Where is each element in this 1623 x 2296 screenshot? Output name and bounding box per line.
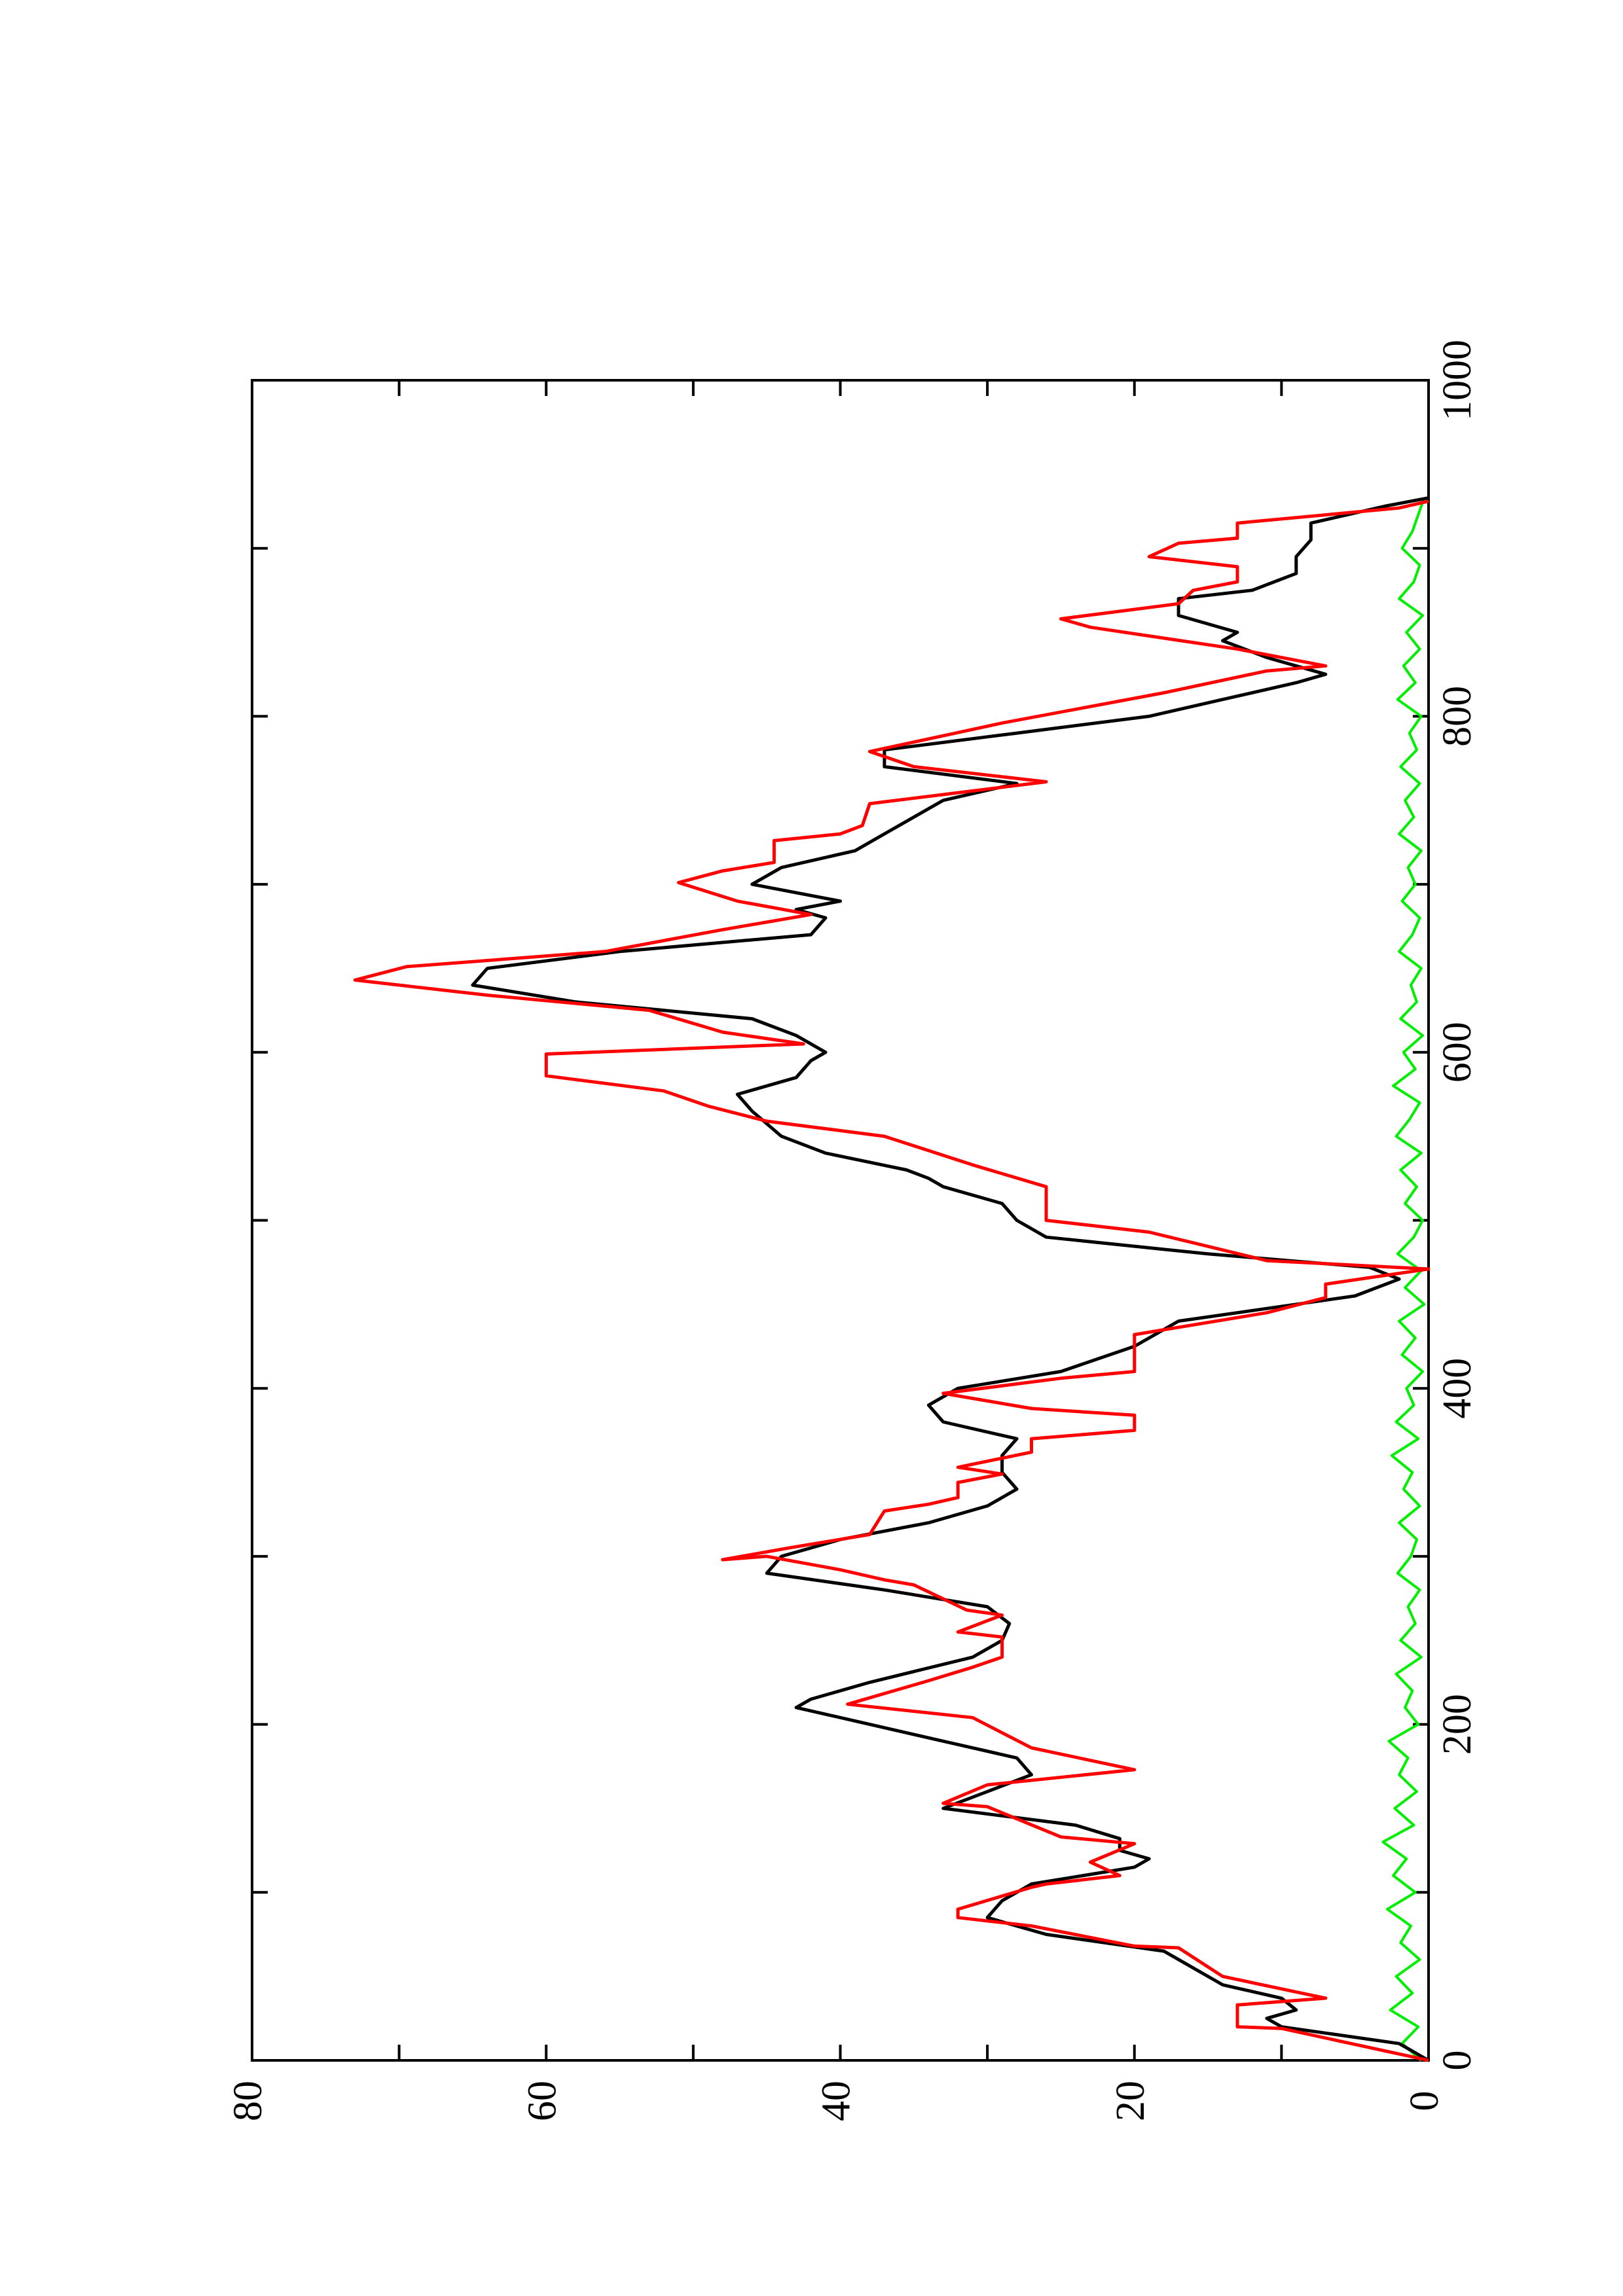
y-tick-label: 60	[520, 2081, 564, 2121]
y-tick-label: 20	[1108, 2081, 1153, 2121]
x-tick-label: 1000	[1435, 340, 1480, 421]
y-tick-label: 0	[1402, 2091, 1447, 2111]
plot-frame	[251, 379, 1430, 2062]
x-tick-label: 800	[1435, 686, 1480, 747]
data-line	[471, 496, 1430, 2062]
x-tick-label: 200	[1435, 1694, 1480, 1755]
x-tick-label: 600	[1435, 1022, 1480, 1083]
data-line	[1381, 497, 1426, 2062]
x-tick-label: 400	[1435, 1358, 1480, 1419]
y-tick-label: 80	[226, 2081, 270, 2121]
y-tick-label: 40	[814, 2081, 859, 2121]
x-tick-label: 0	[1435, 2051, 1480, 2071]
data-line	[353, 499, 1431, 2062]
